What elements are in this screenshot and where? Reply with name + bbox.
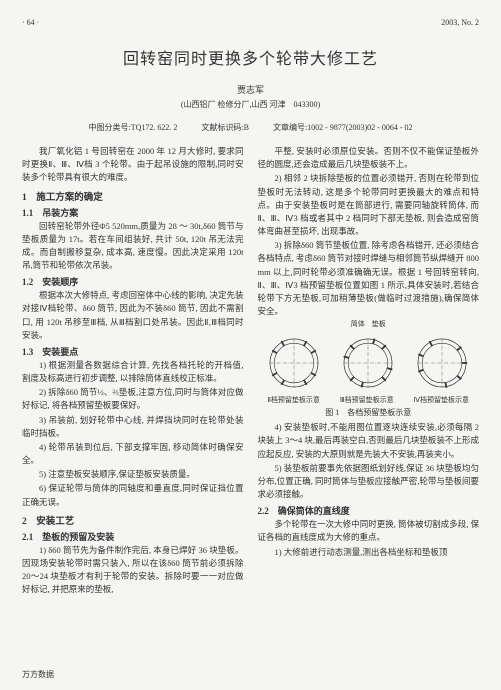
issue-label: 2003, No. 2 <box>441 18 479 27</box>
section-2-2: 2.2 确保筒体的直线度 <box>258 504 480 517</box>
para-r1: 平整, 安装时必须原位安装。否则不仅不能保证垫板外径的圆度,还会造成最后几块垫板… <box>258 145 480 171</box>
para-1-3b: 2) 拆除δ60 筒节½、⅔垫板,注意方位,同时与筒体对应做好标记, 将各档预留… <box>22 386 244 412</box>
affiliation: (山西铝厂 检修分厂,山西 河津 043300) <box>22 99 479 110</box>
fig-top-a: 简体 垫板 <box>351 319 386 329</box>
section-1-1: 1.1 吊装方案 <box>22 206 244 219</box>
para-r7: 1) 大修前进行动态测量,测出各档坐标和垫板顶 <box>258 546 480 559</box>
figure-1-caption: 图 1 各档预留垫板示意 <box>258 407 480 418</box>
fig-label-b: Ⅲ档预留垫板示意 <box>340 395 394 405</box>
intro-para: 我厂氧化铝 1 号回转窑在 2000 年 12 月大修时, 要求同时更换Ⅱ、Ⅲ、… <box>22 145 244 185</box>
para-r3: 3) 拆除δ60 筒节垫板位置, 除考虑各档错开, 还必须结合各档特点, 考虑δ… <box>258 239 480 318</box>
clc-code: 中图分类号:TQ172. 622. 2 <box>89 122 178 133</box>
section-2-1: 2.1 垫板的预留及安装 <box>22 530 244 543</box>
section-2: 2 安装工艺 <box>22 513 244 527</box>
para-1-3a: 1) 根据测量各数据综合计算, 先找各档托轮的开档值, 割度及标高进行初步调整,… <box>22 359 244 385</box>
page-number: · 64 · <box>22 18 39 27</box>
page-title: 回转窑同时更换多个轮带大修工艺 <box>22 45 479 69</box>
para-1-3d: 4) 轮带吊装到位后, 下部支撑牢固, 移动简体时确保安全。 <box>22 441 244 467</box>
para-r2: 2) 相邻 2 块拆除垫板的位置必须错开, 否则在轮带到位垫板时无法转动, 这是… <box>258 172 480 238</box>
para-r4: 4) 安装垫板时,不能用图位置逐块连续安装,必须每隔 2 块装上 3～4 块,最… <box>258 421 480 461</box>
article-number: 文章编号:1002 - 9877(2003)02 - 0064 - 02 <box>273 122 413 133</box>
author: 贾志军 <box>22 83 479 96</box>
para-1-1: 回转窑轮带外径Φ5 520mm,质量为 28 ～ 30t,δ60 筒节与垫板质量… <box>22 220 244 273</box>
circle-diagram-2 <box>264 333 324 393</box>
para-1-3e: 5) 注意垫板安装顺序,保证垫板安装质量。 <box>22 468 244 481</box>
footer-source: 万方数据 <box>22 669 54 680</box>
para-1-2: 根据本次大修特点, 考虑回窑体中心线的影响, 决定先装对接Ⅳ档轮带、δ60 筒节… <box>22 289 244 342</box>
fig-label-c: Ⅳ档预留垫板示意 <box>414 395 469 405</box>
para-1-3c: 3) 吊装前, 划好轮带中心线, 并焊挡块同时在轮带处装临时挡板。 <box>22 414 244 440</box>
circle-diagram-3 <box>338 333 398 393</box>
left-column: 我厂氧化铝 1 号回转窑在 2000 年 12 月大修时, 要求同时更换Ⅱ、Ⅲ、… <box>22 145 244 597</box>
para-r5: 5) 装垫板前要事先依据图纸划好线,保证 36 块垫板均匀分布,位置正确, 同时… <box>258 462 480 502</box>
para-1-3f: 6) 保证轮带与筒体的同轴度和垂直度,同时保证挡位置正确无误。 <box>22 482 244 508</box>
section-1-3: 1.3 安装要点 <box>22 345 244 358</box>
section-1: 1 施工方案的确定 <box>22 189 244 203</box>
para-2-1a: 1) δ60 筒节先为备件制作完后, 本身已焊好 36 块垫板。因现场安装轮带时… <box>22 544 244 597</box>
fig-label-a: Ⅱ档预留垫板示意 <box>267 395 319 405</box>
right-column: 平整, 安装时必须原位安装。否则不仅不能保证垫板外径的圆度,还会造成最后几块垫板… <box>258 145 480 597</box>
para-r6: 多个轮带在一次大修中同时更换, 筒体被切割成多段, 保证各档的直线度成为大修的重… <box>258 518 480 544</box>
circle-diagram-4 <box>412 333 472 393</box>
section-1-2: 1.2 安装顺序 <box>22 275 244 288</box>
figure-1 <box>258 333 480 393</box>
doc-code: 文献标识码:B <box>201 122 249 133</box>
